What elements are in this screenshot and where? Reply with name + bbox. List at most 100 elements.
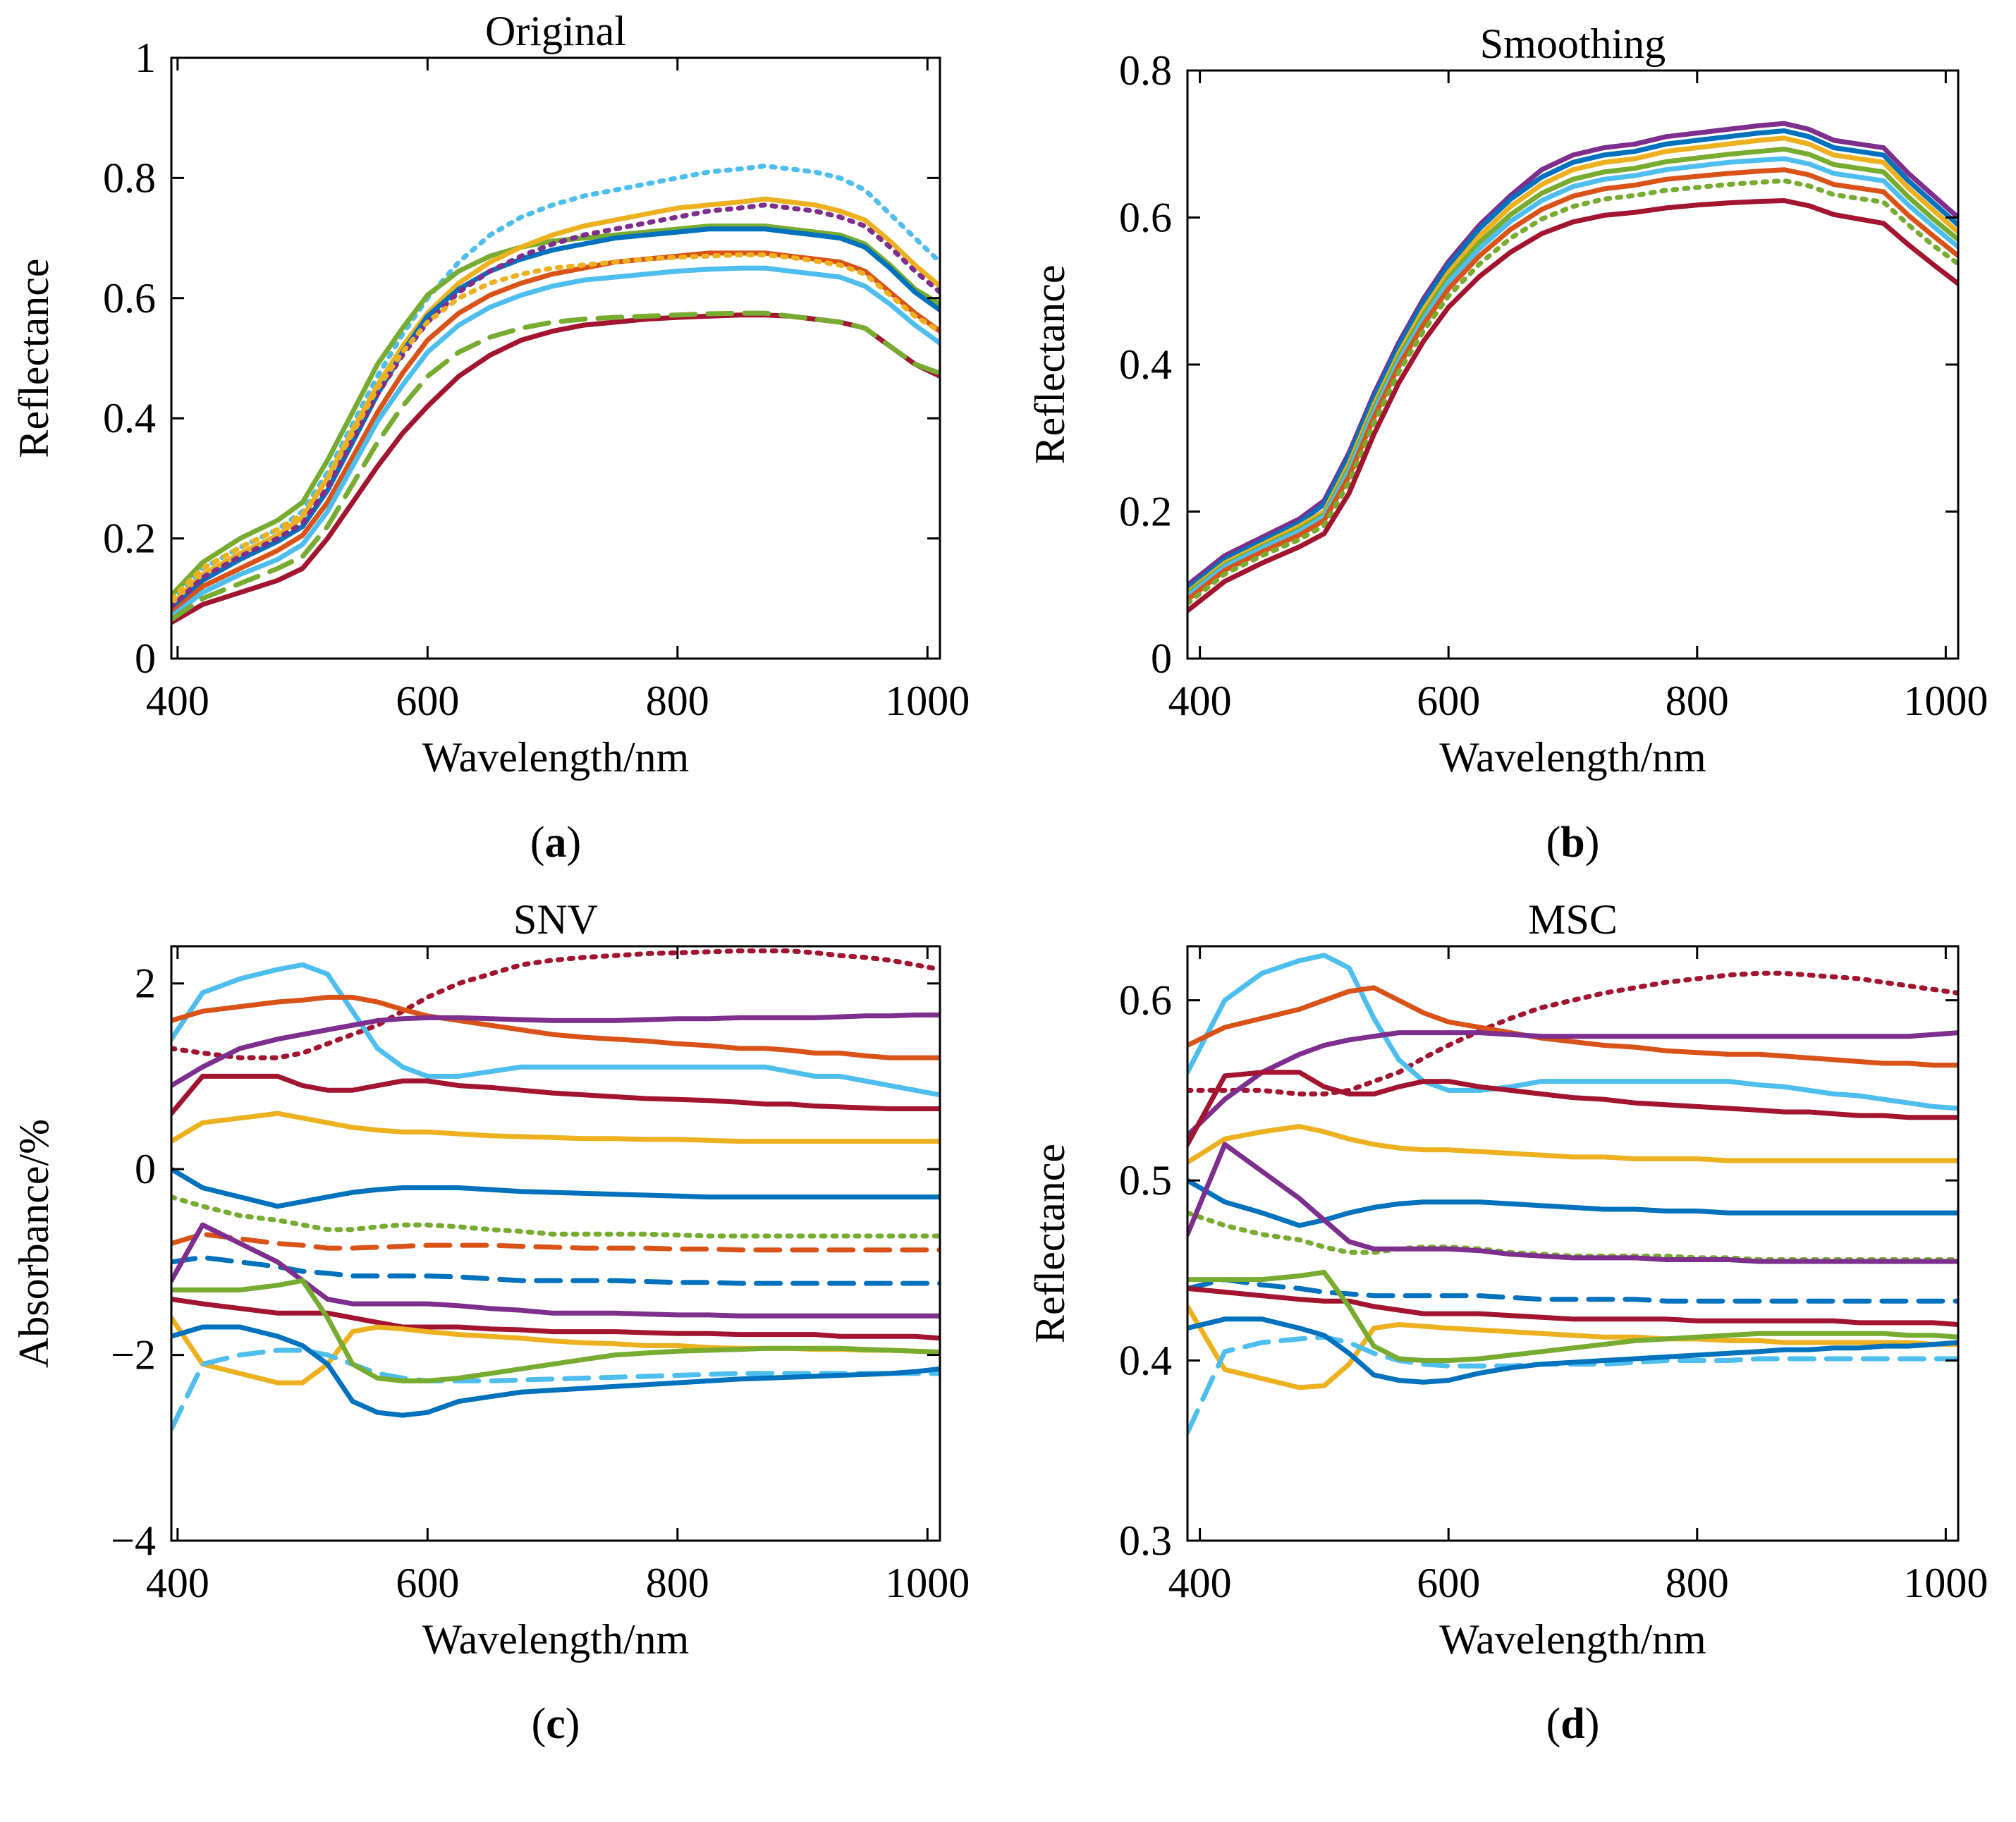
series-line-8 <box>171 1231 940 1253</box>
series-lines <box>1187 953 1958 1436</box>
x-tick-label: 600 <box>1417 1560 1480 1606</box>
series-line-2 <box>171 994 940 1060</box>
series-line-5 <box>171 1111 940 1144</box>
y-tick-label: 0 <box>135 1146 156 1192</box>
y-tick-label: 0.4 <box>1119 341 1172 388</box>
series-line-0 <box>171 948 940 1060</box>
series-line-4 <box>171 1073 940 1116</box>
panel-caption: (c) <box>532 1700 580 1748</box>
series-line-7 <box>171 1194 940 1239</box>
series-line-2 <box>171 196 940 607</box>
series-line-1 <box>171 962 940 1098</box>
x-tick-label: 1000 <box>885 1560 970 1606</box>
series-lines <box>1187 121 1958 613</box>
y-axis-label: Absorbance/% <box>11 1119 57 1368</box>
series-line-1 <box>171 224 940 598</box>
y-tick-label: 0 <box>135 635 156 682</box>
panel-d: 400 600 800 1000 0.3 0.4 0.5 0.6 MSC Wavelength/n… <box>1027 896 1988 1748</box>
series-lines <box>171 163 940 625</box>
y-tick-label: 0.5 <box>1119 1157 1172 1204</box>
panel-a: 400 600 800 1000 0 0.2 0.4 0.6 0.8 1 Original Wavel… <box>11 8 970 867</box>
x-tick-label: 800 <box>646 1560 709 1606</box>
y-tick-label: 0.6 <box>103 275 156 322</box>
panel-caption: (d) <box>1546 1700 1600 1748</box>
x-tick-label: 600 <box>396 1560 459 1606</box>
series-line-12 <box>1187 1334 1958 1436</box>
series-line-1 <box>1187 953 1958 1111</box>
panel-c: 400 600 800 1000 −4 −2 0 2 SNV Wavelength/nm Absor… <box>11 896 970 1748</box>
y-tick-label: 0.8 <box>1119 47 1172 94</box>
series-line-0 <box>171 163 940 604</box>
x-tick-label: 400 <box>1168 678 1232 724</box>
axes-frame <box>1186 945 1960 1542</box>
y-axis-label: Reflectance <box>1027 1144 1073 1343</box>
x-tick-label: 800 <box>1666 1560 1729 1606</box>
x-tick-label: 400 <box>146 1560 209 1606</box>
x-tick-label: 800 <box>1666 678 1729 724</box>
x-tick-label: 1000 <box>1903 1560 1988 1606</box>
y-tick-label: 0.2 <box>1119 489 1172 535</box>
series-line-4 <box>1187 1070 1958 1147</box>
x-tick-label: 600 <box>1417 678 1480 724</box>
x-axis-label: Wavelength/nm <box>422 1616 689 1663</box>
y-tick-label: 0.8 <box>103 154 156 201</box>
x-tick-label: 800 <box>646 678 709 724</box>
panel-caption: (b) <box>1546 819 1600 867</box>
y-tick-label: 0 <box>1151 635 1172 682</box>
series-line-11 <box>171 1297 940 1341</box>
series-line-1 <box>1187 128 1958 592</box>
series-line-6 <box>171 1166 940 1209</box>
x-tick-label: 1000 <box>885 678 970 724</box>
x-axis-label: Wavelength/nm <box>422 734 689 781</box>
y-tick-label: 1 <box>135 35 156 81</box>
series-line-7 <box>1187 198 1958 613</box>
series-line-4 <box>171 202 940 611</box>
axes-frame <box>170 56 941 660</box>
x-tick-label: 400 <box>146 678 209 724</box>
series-lines <box>171 948 940 1432</box>
x-tick-label: 400 <box>1168 1560 1232 1606</box>
series-line-10 <box>1187 1285 1958 1327</box>
y-tick-label: −4 <box>111 1517 156 1564</box>
series-line-3 <box>1187 1030 1958 1138</box>
series-line-15 <box>171 1278 940 1383</box>
y-tick-label: 0.2 <box>103 515 156 562</box>
panel-caption: (a) <box>530 819 581 867</box>
y-tick-label: −2 <box>111 1332 156 1378</box>
series-line-10 <box>171 1222 940 1319</box>
x-axis-label: Wavelength/nm <box>1439 1616 1706 1663</box>
series-line-5 <box>1187 167 1958 603</box>
series-line-6 <box>1187 1178 1958 1228</box>
chart-title: MSC <box>1528 896 1618 943</box>
series-line-11 <box>1187 1304 1958 1390</box>
series-line-8 <box>171 310 940 623</box>
series-line-9 <box>171 252 940 601</box>
y-tick-label: 0.4 <box>103 395 156 441</box>
chart-title: Smoothing <box>1480 20 1666 67</box>
series-line-14 <box>171 1324 940 1418</box>
y-axis-label: Reflectance <box>1027 264 1073 464</box>
series-line-2 <box>1187 985 1958 1068</box>
series-line-9 <box>1187 1142 1958 1264</box>
series-line-13 <box>1187 1316 1958 1385</box>
y-tick-label: 0.4 <box>1119 1338 1172 1384</box>
x-tick-label: 1000 <box>1903 678 1988 724</box>
y-axis-label: Reflectance <box>11 258 57 458</box>
series-line-14 <box>1187 1269 1958 1363</box>
y-tick-label: 0.3 <box>1119 1517 1172 1564</box>
series-line-7 <box>171 265 940 619</box>
panel-b: 400 600 800 1000 0 0.2 0.4 0.6 0.8 Smoothing Wavel… <box>1027 20 1988 867</box>
series-line-6 <box>1187 178 1958 606</box>
axes-frame <box>170 945 941 1542</box>
chart-title: Original <box>485 8 626 54</box>
series-line-3 <box>171 1013 940 1089</box>
x-tick-label: 600 <box>396 678 459 724</box>
y-tick-label: 2 <box>135 960 156 1007</box>
series-line-9 <box>171 1254 940 1286</box>
y-tick-label: 0.6 <box>1119 977 1172 1024</box>
y-tick-label: 0.6 <box>1119 195 1172 241</box>
x-axis-label: Wavelength/nm <box>1439 734 1706 781</box>
series-line-3 <box>171 226 940 613</box>
